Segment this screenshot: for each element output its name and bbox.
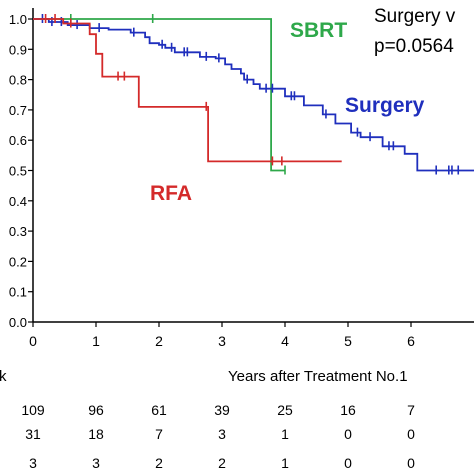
at-risk-cell: 0 [407, 426, 415, 442]
x-tick-label: 3 [218, 333, 226, 349]
y-tick-label: 0.4 [9, 194, 27, 209]
at-risk-cell: 96 [88, 402, 104, 418]
at-risk-cell: 39 [214, 402, 230, 418]
y-tick-label: 0.6 [9, 133, 27, 148]
at-risk-cell: 7 [407, 402, 415, 418]
at-risk-label-fragment: k [0, 368, 7, 385]
y-tick-label: 0.5 [9, 164, 27, 179]
p-value-annotation: p=0.0564 [374, 36, 454, 57]
at-risk-cell: 109 [21, 402, 45, 418]
at-risk-cell: 3 [29, 455, 37, 471]
at-risk-cell: 2 [155, 455, 163, 471]
y-tick-label: 0.7 [9, 103, 27, 118]
y-tick-label: 0.2 [9, 254, 27, 269]
x-tick-label: 6 [407, 333, 415, 349]
x-tick-label: 0 [29, 333, 37, 349]
x-tick-label: 5 [344, 333, 352, 349]
at-risk-cell: 0 [344, 455, 352, 471]
chart-axes [32, 8, 474, 323]
x-tick-label: 2 [155, 333, 163, 349]
y-tick-label: 0.8 [9, 73, 27, 88]
y-tick-label: 1.0 [9, 12, 27, 27]
comparison-annotation: Surgery v [374, 6, 456, 27]
at-risk-cell: 3 [218, 426, 226, 442]
sbrt-curve [33, 18, 285, 172]
surgery-label: Surgery [345, 94, 425, 117]
survival-curves [33, 14, 474, 175]
at-risk-cell: 31 [25, 426, 41, 442]
sbrt-label: SBRT [290, 19, 347, 42]
at-risk-cell: 1 [281, 455, 289, 471]
at-risk-cell: 1 [281, 426, 289, 442]
y-axis-ticks: 0.0 0.1 0.2 0.3 0.4 0.5 0.6 0.7 0.8 0.9 1.0 [9, 12, 33, 330]
rfa-label: RFA [150, 182, 192, 205]
at-risk-table: 109 96 61 39 25 16 731 18 7 3 1 0 03 3 2 2 1 0 0 [21, 402, 415, 471]
x-axis-ticks: 0 1 2 3 4 5 6 [29, 322, 415, 349]
x-axis-label: Years after Treatment No.1 [228, 368, 408, 385]
at-risk-cell: 2 [218, 455, 226, 471]
at-risk-cell: 0 [344, 426, 352, 442]
y-tick-label: 0.3 [9, 224, 27, 239]
x-tick-label: 1 [92, 333, 100, 349]
y-tick-label: 0.0 [9, 315, 27, 330]
at-risk-cell: 18 [88, 426, 104, 442]
at-risk-cell: 25 [277, 402, 293, 418]
y-tick-label: 0.1 [9, 285, 27, 300]
x-tick-label: 4 [281, 333, 289, 349]
series-labels: SBRT Surgery RFA [150, 19, 425, 205]
y-tick-label: 0.9 [9, 42, 27, 57]
at-risk-cell: 16 [340, 402, 356, 418]
at-risk-cell: 0 [407, 455, 415, 471]
rfa-curve [33, 18, 342, 163]
at-risk-cell: 3 [92, 455, 100, 471]
surgery-curve [33, 18, 474, 172]
at-risk-cell: 7 [155, 426, 163, 442]
at-risk-cell: 61 [151, 402, 167, 418]
